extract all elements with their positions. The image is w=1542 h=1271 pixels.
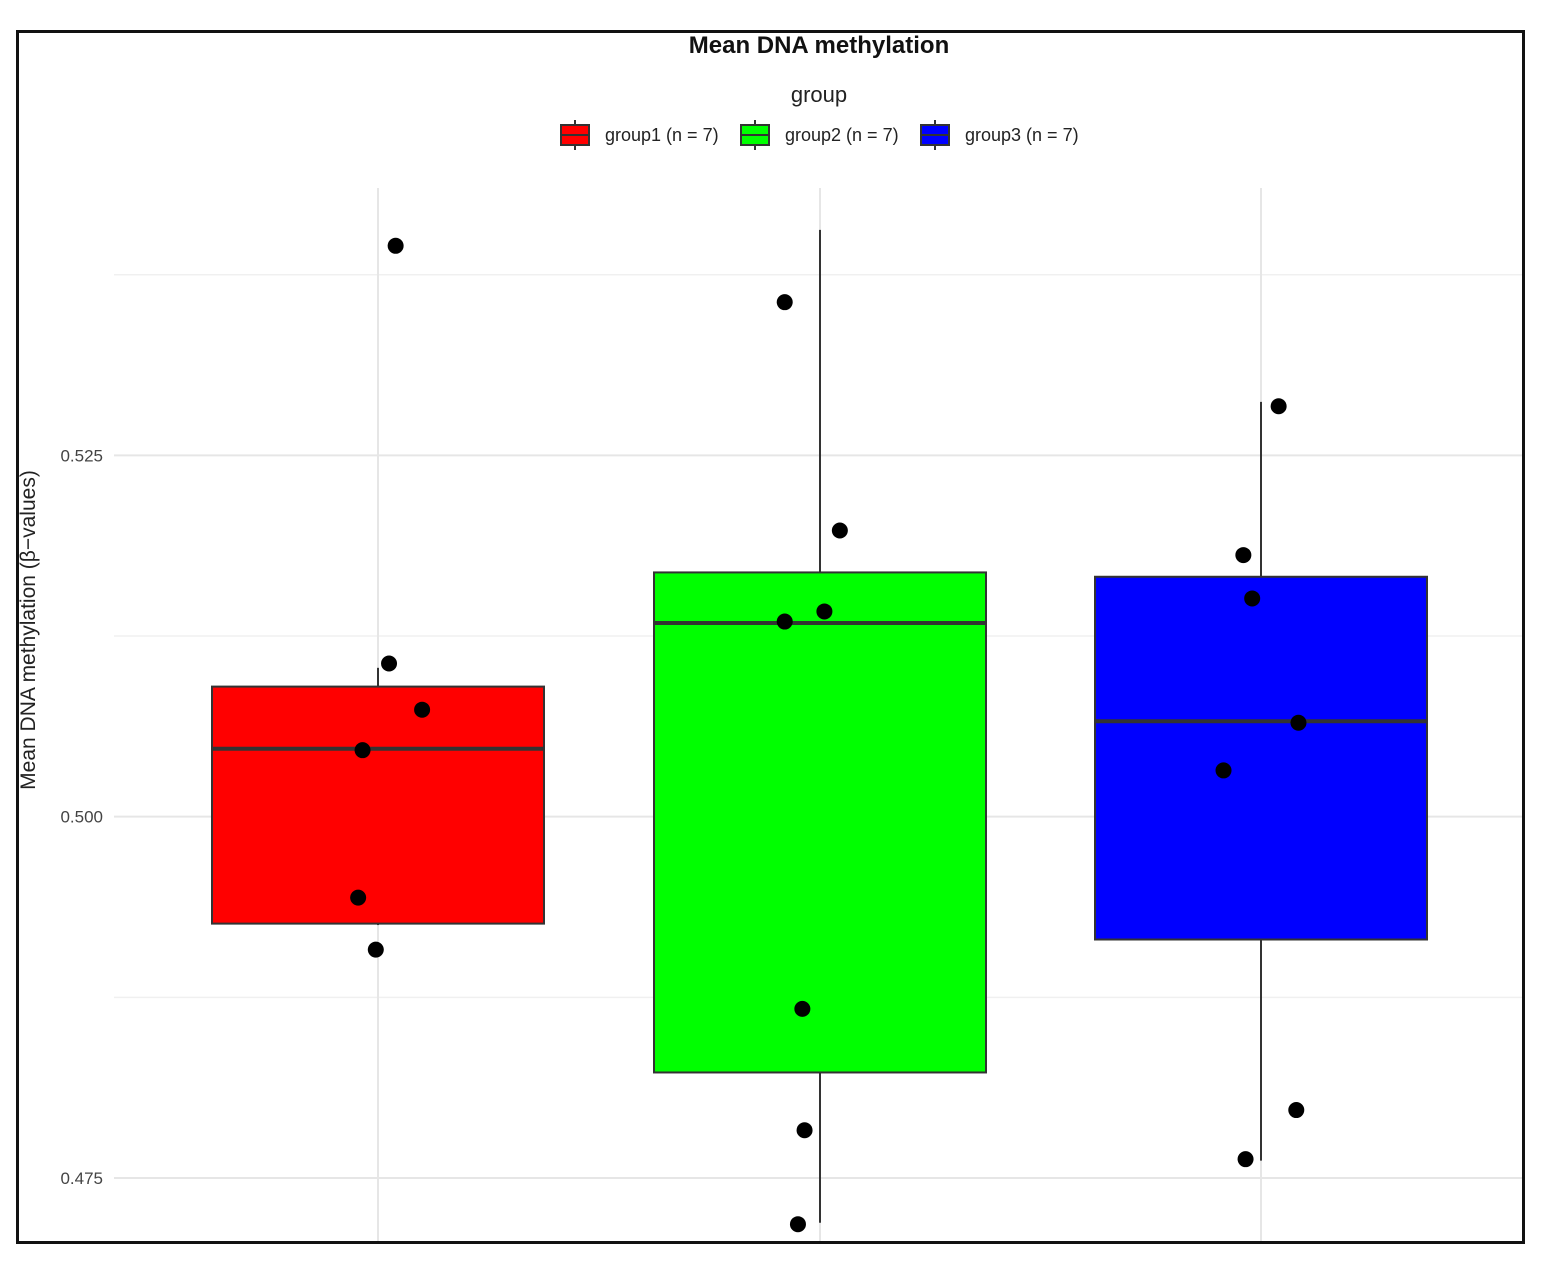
y-axis-ticks: 0.475 0.500 0.525 — [60, 446, 103, 1188]
legend-title: group — [791, 82, 847, 107]
chart-frame: Mean DNA methylation group group1 (n = 7… — [16, 30, 1525, 1244]
data-point — [350, 889, 367, 906]
y-tick-label: 0.475 — [60, 1169, 103, 1188]
y-axis-label: Mean DNA methylation (β−values) — [19, 470, 40, 790]
data-point — [776, 294, 793, 311]
data-point — [1215, 762, 1232, 779]
data-point — [387, 237, 404, 254]
data-point — [789, 1216, 806, 1233]
y-tick-label: 0.500 — [60, 808, 103, 827]
legend-label: group3 (n = 7) — [965, 125, 1079, 145]
data-point — [414, 701, 431, 718]
box-1 — [211, 685, 545, 925]
box-3 — [1094, 575, 1428, 941]
chart-svg: Mean DNA methylation group group1 (n = 7… — [19, 33, 1522, 1241]
data-point — [831, 522, 848, 539]
data-point — [367, 941, 384, 958]
y-tick-label: 0.525 — [60, 446, 103, 465]
data-point — [381, 655, 398, 672]
data-point — [1235, 547, 1252, 564]
legend-item: group2 (n = 7) — [740, 120, 899, 150]
data-point — [816, 603, 833, 620]
data-point — [354, 742, 371, 759]
data-point — [1288, 1102, 1305, 1119]
data-point — [1270, 398, 1287, 415]
box-2 — [653, 571, 987, 1074]
data-point — [1290, 714, 1307, 731]
data-point — [1237, 1151, 1254, 1168]
legend-label: group1 (n = 7) — [605, 125, 719, 145]
legend-label: group2 (n = 7) — [785, 125, 899, 145]
data-point — [794, 1000, 811, 1017]
legend-item: group1 (n = 7) — [560, 120, 719, 150]
boxplots — [211, 229, 1428, 1223]
data-point — [776, 613, 793, 630]
legend-item: group3 (n = 7) — [920, 120, 1079, 150]
data-points — [350, 237, 1307, 1233]
data-point — [1244, 590, 1261, 607]
chart-title: Mean DNA methylation — [689, 33, 949, 59]
data-point — [796, 1122, 813, 1139]
legend: group1 (n = 7) group2 (n = 7) group3 (n = … — [560, 120, 1079, 150]
